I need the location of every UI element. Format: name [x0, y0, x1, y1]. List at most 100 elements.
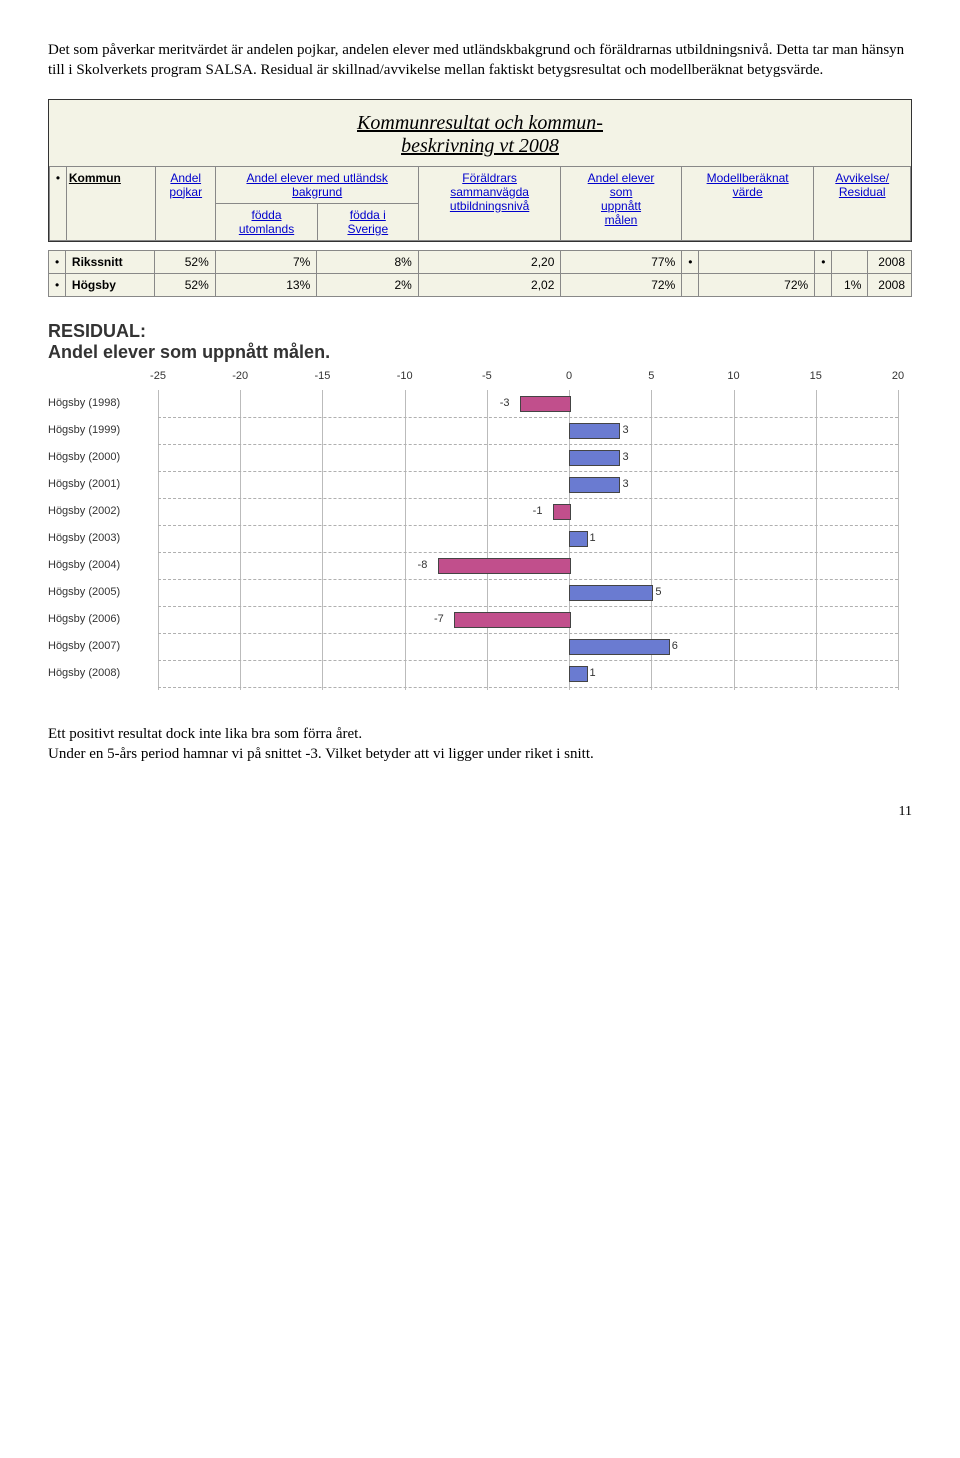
gridline-v: [405, 390, 406, 690]
chart-bar: [569, 531, 587, 547]
h-avvikelse: Avvikelse/ Residual: [814, 166, 911, 240]
h-avvikelse-l2: Residual: [839, 185, 886, 199]
closing-p2: Under en 5-års period hamnar vi på snitt…: [48, 744, 912, 764]
chart-row-labels: Högsby (1998)Högsby (1999)Högsby (2000)H…: [48, 390, 158, 690]
gridline-v: [734, 390, 735, 690]
chart-bar: [569, 639, 670, 655]
table-title-line1: Kommunresultat och kommun-: [49, 112, 911, 135]
h-andel-pojkar: Andel pojkar: [156, 166, 216, 240]
row-dashline: [158, 498, 898, 499]
chart-bar-label: -1: [533, 504, 543, 518]
table-row: • Rikssnitt 52% 7% 8% 2,20 77% • • 2008: [49, 250, 912, 273]
row-dashline: [158, 471, 898, 472]
chart-bar-label: 3: [622, 423, 628, 437]
h-utlandsk-sub2-l2: Sverige: [347, 222, 388, 236]
chart-bar: [569, 423, 620, 439]
cell-year: 2008: [868, 250, 912, 273]
intro-paragraph: Det som påverkar meritvärdet är andelen …: [48, 40, 912, 81]
cell: 2%: [317, 273, 419, 296]
chart-row-label: Högsby (2006): [48, 606, 120, 632]
x-tick-label: -5: [482, 370, 492, 382]
row-dashline: [158, 633, 898, 634]
header-bullet: •: [50, 166, 67, 240]
chart-row-label: Högsby (2003): [48, 525, 120, 551]
h-utlandsk-l1: Andel elever med utländsk: [246, 171, 387, 185]
chart-bar-label: 3: [622, 477, 628, 491]
chart-title: RESIDUAL: Andel elever som uppnått målen…: [48, 321, 912, 364]
chart-plot: -3333-11-85-761: [158, 390, 898, 690]
chart-row-label: Högsby (2005): [48, 579, 120, 605]
cell: 2,20: [418, 250, 561, 273]
chart-row-label: Högsby (2000): [48, 444, 120, 470]
h-andel-elever: Andel elever som uppnått målen: [561, 166, 682, 240]
residual-chart: RESIDUAL: Andel elever som uppnått målen…: [48, 321, 912, 700]
row-dashline: [158, 660, 898, 661]
cell: 72%: [699, 273, 815, 296]
gridline-v: [158, 390, 159, 690]
cell: 52%: [155, 273, 215, 296]
chart-row-label: Högsby (1999): [48, 417, 120, 443]
cell: 13%: [215, 273, 317, 296]
table-frame: Kommunresultat och kommun- beskrivning v…: [48, 99, 912, 242]
h-utlandsk-sub1-l1: födda: [252, 208, 282, 222]
chart-row-label: Högsby (2008): [48, 660, 120, 686]
table-title: Kommunresultat och kommun- beskrivning v…: [49, 100, 911, 166]
chart-bar-label: -3: [500, 396, 510, 410]
h-andel-elever-l4: målen: [605, 213, 638, 227]
chart-bar: [520, 396, 571, 412]
cell-bullet: •: [815, 250, 832, 273]
chart-title-l1: RESIDUAL:: [48, 321, 912, 343]
h-modell-l1: Modellberäknat: [707, 171, 789, 185]
chart-bar: [438, 558, 572, 574]
h-utlandsk-sub2: födda i Sverige: [317, 203, 418, 240]
h-andel-elever-l1: Andel elever: [588, 171, 655, 185]
h-andel-pojkar-l1: Andel: [170, 171, 201, 185]
h-modell-l2: värde: [733, 185, 763, 199]
row-name: Rikssnitt: [65, 250, 154, 273]
cell: 2,02: [418, 273, 561, 296]
chart-bar: [553, 504, 571, 520]
closing-text: Ett positivt resultat dock inte lika bra…: [48, 724, 912, 765]
chart-row-label: Högsby (2007): [48, 633, 120, 659]
h-foraldrars: Föräldrars sammanvägda utbildningsnivå: [418, 166, 560, 240]
chart-bar-label: 1: [590, 531, 596, 545]
x-tick-label: 10: [727, 370, 739, 382]
chart-bar-label: -7: [434, 612, 444, 626]
chart-title-l2: Andel elever som uppnått målen.: [48, 342, 912, 364]
h-foraldrars-l1: Föräldrars: [462, 171, 517, 185]
row-name: Högsby: [65, 273, 154, 296]
chart-bar-label: 6: [672, 639, 678, 653]
cell: 7%: [215, 250, 317, 273]
gridline-v: [487, 390, 488, 690]
row-bullet: •: [49, 273, 66, 296]
kommun-header: Kommun: [66, 166, 155, 240]
chart-bar: [569, 585, 653, 601]
chart-bar: [569, 477, 620, 493]
gridline-v: [322, 390, 323, 690]
chart-bar: [454, 612, 571, 628]
cell: [832, 250, 868, 273]
h-utlandsk-sub2-l1: födda i: [350, 208, 386, 222]
cell-year: 2008: [868, 273, 912, 296]
h-utlandsk-sub1-l2: utomlands: [239, 222, 294, 236]
row-dashline: [158, 552, 898, 553]
data-table: • Rikssnitt 52% 7% 8% 2,20 77% • • 2008 …: [48, 250, 912, 297]
gridline-v: [240, 390, 241, 690]
x-tick-label: -15: [314, 370, 330, 382]
cell: 1%: [832, 273, 868, 296]
h-andel-elever-l3: uppnått: [601, 199, 641, 213]
chart-bar: [569, 450, 620, 466]
cell: 52%: [155, 250, 215, 273]
h-utlandsk-l2: bakgrund: [292, 185, 342, 199]
cell: 72%: [561, 273, 682, 296]
h-avvikelse-l1: Avvikelse/: [835, 171, 889, 185]
table-row: • Högsby 52% 13% 2% 2,02 72% 72% 1% 2008: [49, 273, 912, 296]
row-dashline: [158, 525, 898, 526]
gridline-v: [898, 390, 899, 690]
row-dashline: [158, 687, 898, 688]
cell-bullet: [815, 273, 832, 296]
chart-bar: [569, 666, 587, 682]
chart-bar-label: 5: [655, 585, 661, 599]
x-tick-label: 15: [810, 370, 822, 382]
chart-area: -25-20-15-10-505101520 Högsby (1998)Högs…: [48, 370, 912, 700]
